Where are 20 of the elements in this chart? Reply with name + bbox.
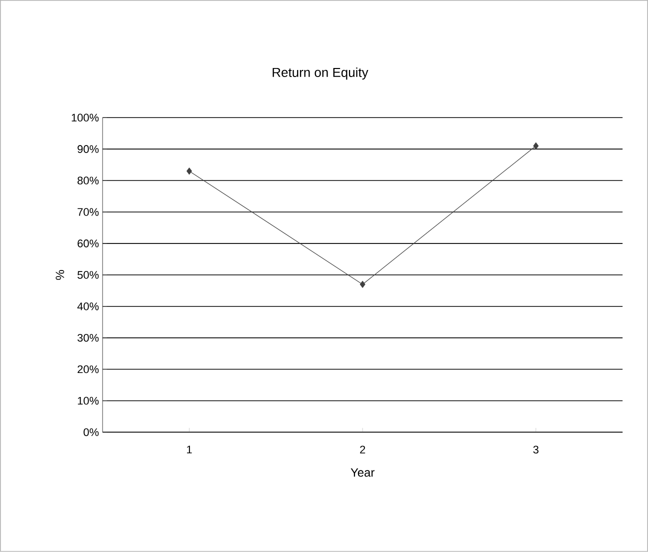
y-tick-label: 10%	[78, 396, 99, 405]
y-tick-label: 50%	[78, 271, 99, 279]
y-tick-label: 30%	[78, 334, 99, 342]
y-tick-label: 60%	[78, 240, 99, 248]
x-tick-label: 2	[360, 446, 366, 454]
y-tick-label: 80%	[78, 176, 99, 185]
point	[533, 142, 539, 150]
point	[186, 168, 192, 175]
y-tick-label: 20%	[78, 365, 99, 374]
x-tick-label: 3	[533, 446, 538, 454]
y-tick-label: 90%	[78, 145, 99, 154]
x-axis-title: Year	[350, 468, 374, 477]
y-tick-label: 0%	[84, 428, 99, 436]
y-tick-label: 70%	[78, 208, 99, 216]
y-tick-label: 40%	[77, 302, 99, 310]
y-axis-title: %	[56, 270, 64, 280]
point	[360, 280, 366, 288]
y-tick-label: 100%	[72, 114, 99, 122]
x-tick-label: 1	[187, 446, 192, 454]
chart-title: Return on Equity	[272, 68, 368, 80]
